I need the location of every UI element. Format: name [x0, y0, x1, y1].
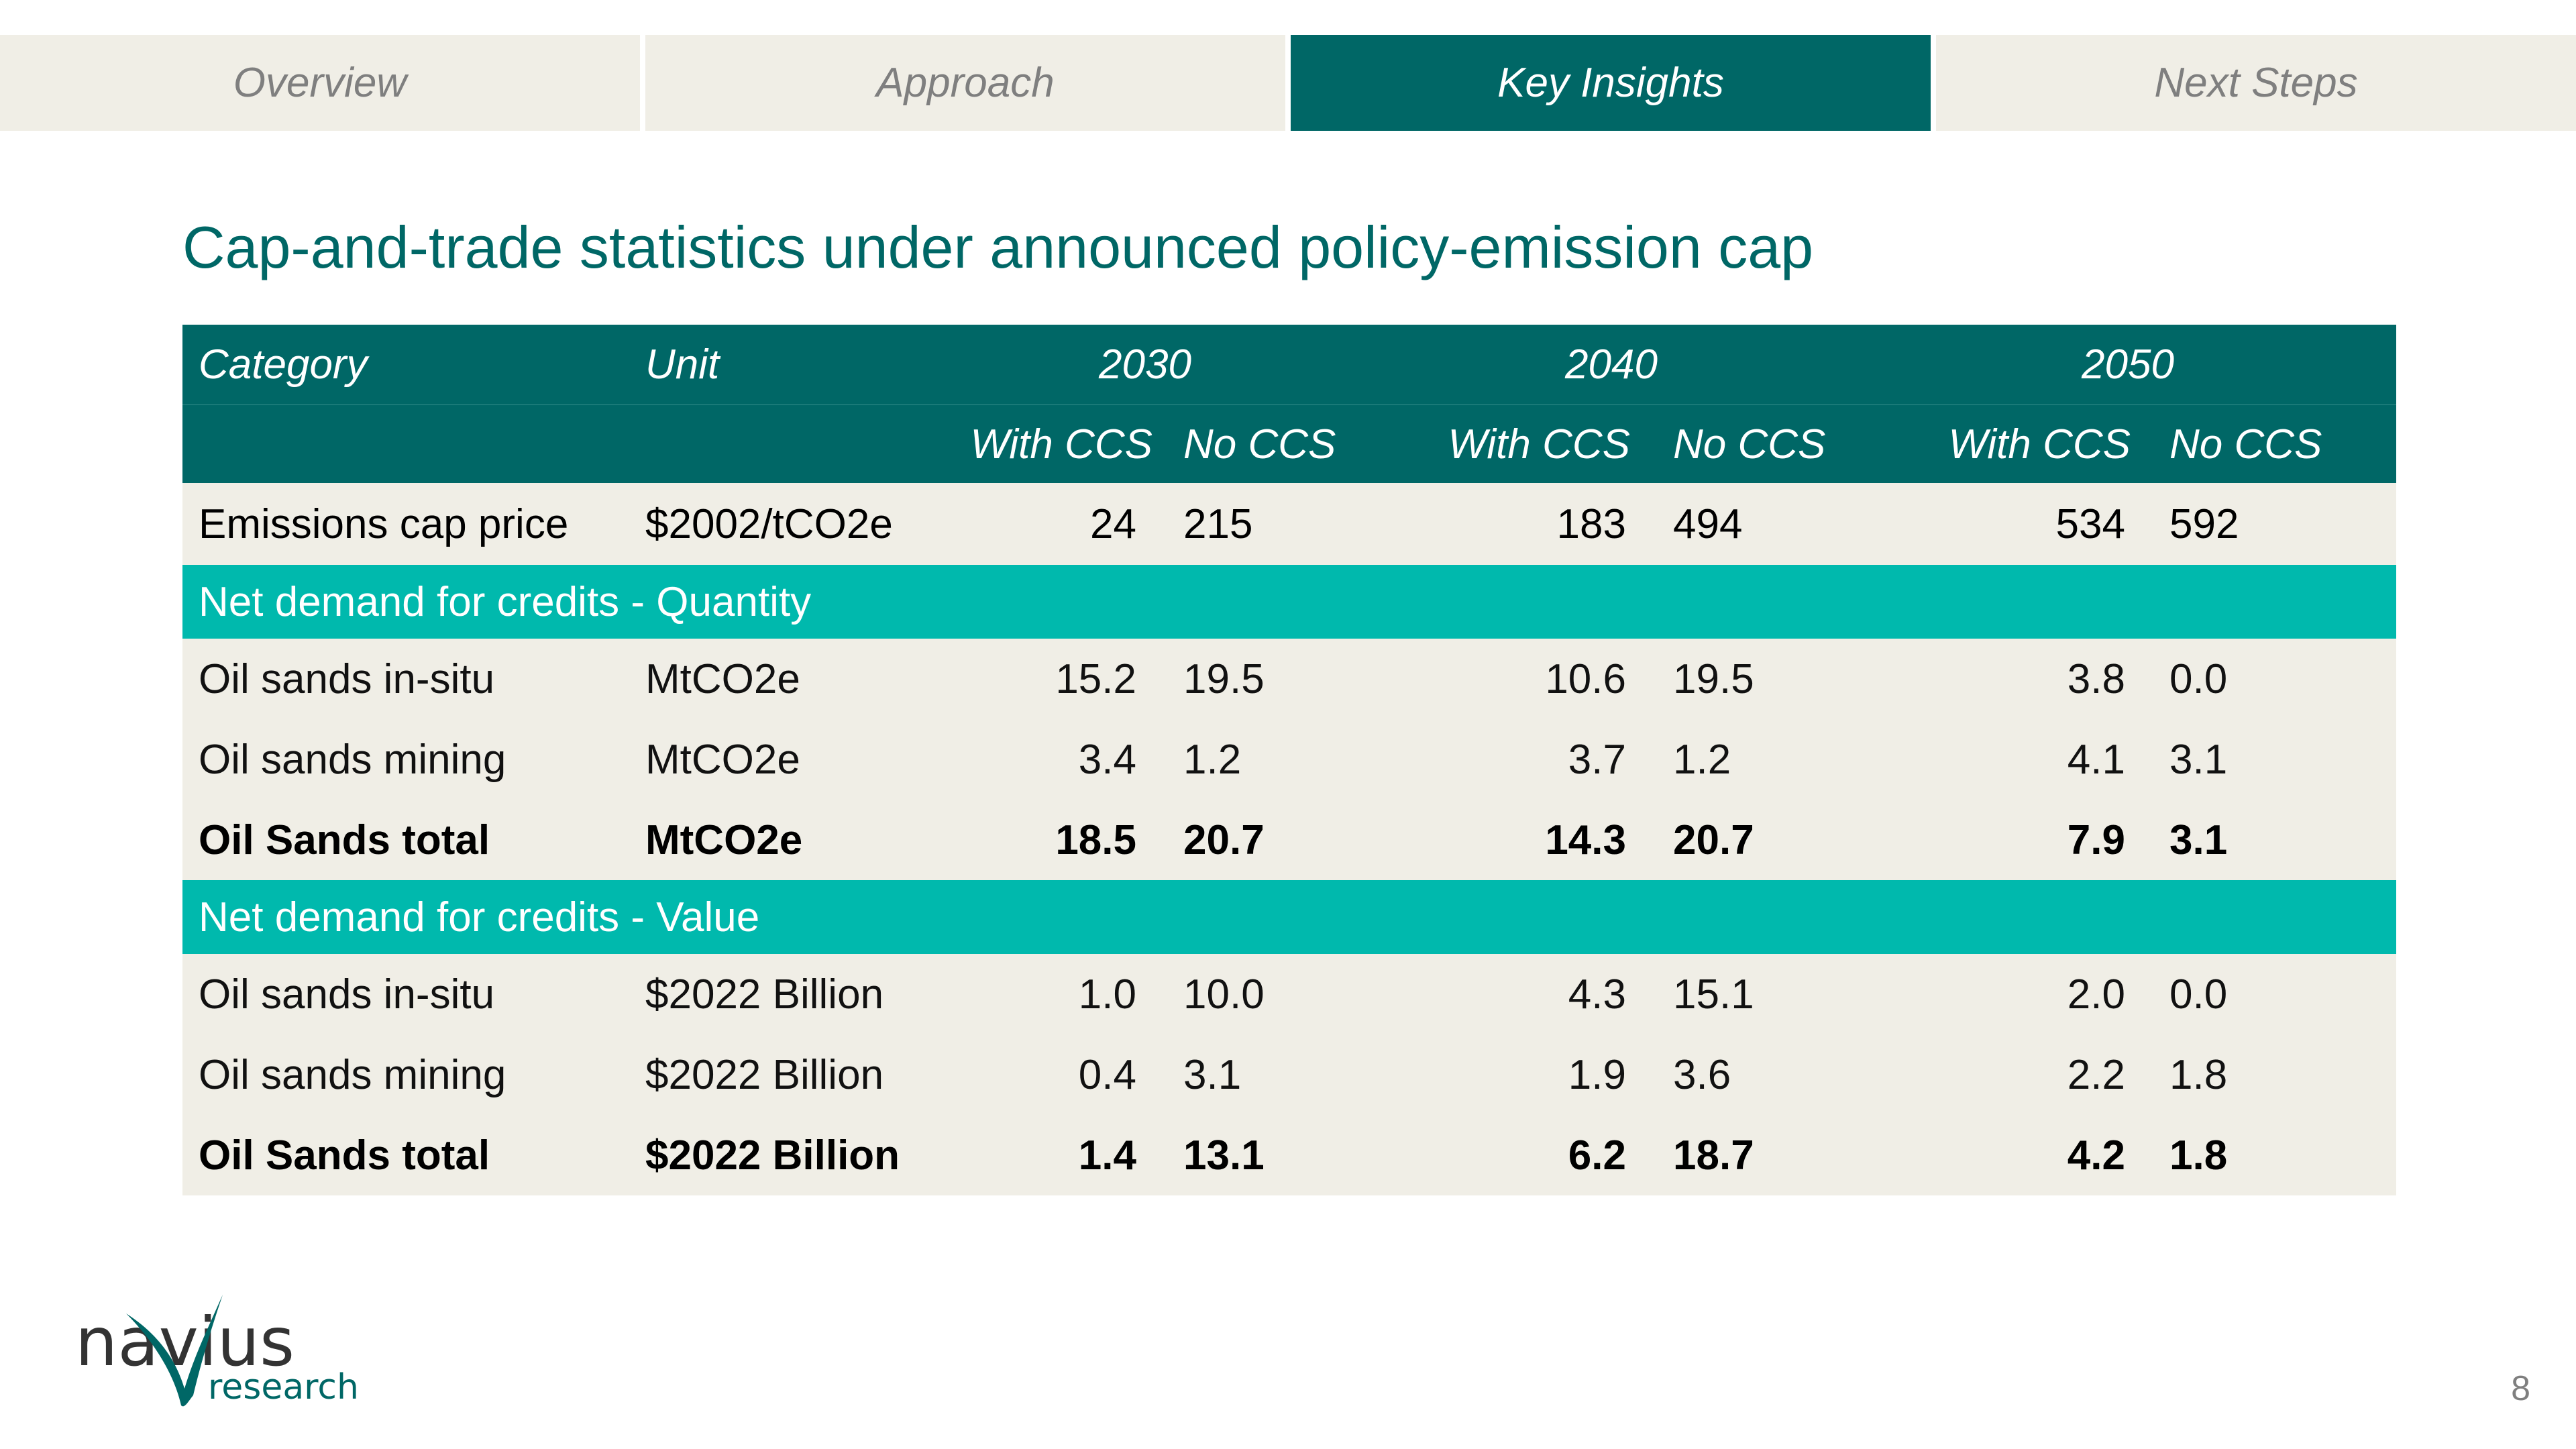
cell-value: 4.2: [1860, 1115, 2168, 1195]
cell-value: 1.2: [1672, 719, 1860, 800]
cell-value: 1.9: [1363, 1034, 1672, 1115]
cell-value: 7.9: [1860, 800, 2168, 880]
cell-value: 20.7: [1672, 800, 1860, 880]
cell-value: 1.2: [1182, 719, 1363, 800]
table-row: Oil sands mining MtCO2e 3.4 1.2 3.7 1.2 4.1 3.1: [182, 719, 2396, 800]
cell-value: 20.7: [1182, 800, 1363, 880]
header-category: Category: [182, 325, 645, 405]
table-row: Oil sands mining $2022 Billion 0.4 3.1 1.9 3.…: [182, 1034, 2396, 1115]
table-row: Oil sands in-situ $2022 Billion 1.0 10.0 4.3…: [182, 954, 2396, 1034]
cell-value: 3.1: [1182, 1034, 1363, 1115]
row-unit: $2002/tCO2e: [645, 483, 927, 565]
row-category: Oil sands mining: [182, 719, 645, 800]
checkmark-bird-icon: [126, 1295, 223, 1407]
stats-table: Category Unit 2030 2040 2050 With CCS No…: [182, 325, 2396, 1195]
row-category: Emissions cap price: [182, 483, 645, 565]
section-tabs: Overview Approach Key Insights Next Step…: [0, 35, 2576, 131]
logo-subtitle: research: [208, 1367, 359, 1407]
page-number: 8: [2511, 1369, 2530, 1408]
cell-value: 18.5: [927, 800, 1182, 880]
page-title: Cap-and-trade statistics under announced…: [182, 214, 1814, 280]
header-unit: Unit: [645, 325, 927, 405]
cell-value: 2.2: [1860, 1034, 2168, 1115]
header-year-2050: 2050: [1860, 325, 2396, 405]
row-unit: MtCO2e: [645, 719, 927, 800]
section-label: Net demand for credits - Quantity: [182, 565, 2396, 639]
cell-value: 15.1: [1672, 954, 1860, 1034]
tab-approach[interactable]: Approach: [645, 35, 1285, 131]
header-with-ccs: With CCS: [1363, 405, 1672, 483]
row-unit: MtCO2e: [645, 639, 927, 719]
cell-value: 0.0: [2168, 639, 2396, 719]
header-no-ccs: No CCS: [1672, 405, 1860, 483]
tab-overview[interactable]: Overview: [0, 35, 640, 131]
cell-value: 4.1: [1860, 719, 2168, 800]
row-category: Oil Sands total: [182, 800, 645, 880]
row-unit: MtCO2e: [645, 800, 927, 880]
cell-value: 1.8: [2168, 1115, 2396, 1195]
cell-value: 24: [927, 483, 1182, 565]
row-category: Oil Sands total: [182, 1115, 645, 1195]
header-with-ccs: With CCS: [1860, 405, 2168, 483]
header-year-2030: 2030: [927, 325, 1363, 405]
header-no-ccs: No CCS: [2168, 405, 2396, 483]
cell-value: 2.0: [1860, 954, 2168, 1034]
cell-value: 18.7: [1672, 1115, 1860, 1195]
cell-value: 13.1: [1182, 1115, 1363, 1195]
cell-value: 1.0: [927, 954, 1182, 1034]
cell-value: 4.3: [1363, 954, 1672, 1034]
cell-value: 3.1: [2168, 800, 2396, 880]
section-label: Net demand for credits - Value: [182, 880, 2396, 954]
table-row: Oil sands in-situ MtCO2e 15.2 19.5 10.6 19.5 3…: [182, 639, 2396, 719]
cell-value: 6.2: [1363, 1115, 1672, 1195]
navius-logo: navius research: [74, 1295, 369, 1409]
cell-value: 3.8: [1860, 639, 2168, 719]
cell-value: 592: [2168, 483, 2396, 565]
cell-value: 534: [1860, 483, 2168, 565]
cell-value: 15.2: [927, 639, 1182, 719]
cell-value: 3.6: [1672, 1034, 1860, 1115]
cell-value: 10.0: [1182, 954, 1363, 1034]
row-category: Oil sands in-situ: [182, 639, 645, 719]
header-year-2040: 2040: [1363, 325, 1860, 405]
table-row-cap-price: Emissions cap price $2002/tCO2e 24 215 1…: [182, 483, 2396, 565]
tab-next-steps[interactable]: Next Steps: [1936, 35, 2576, 131]
cell-value: 0.4: [927, 1034, 1182, 1115]
table-row: Oil Sands total $2022 Billion 1.4 13.1 6.2 18…: [182, 1115, 2396, 1195]
cell-value: 494: [1672, 483, 1860, 565]
header-row-years: Category Unit 2030 2040 2050: [182, 325, 2396, 405]
cell-value: 3.7: [1363, 719, 1672, 800]
section-header-row: Net demand for credits - Value: [182, 880, 2396, 954]
section-header-row: Net demand for credits - Quantity: [182, 565, 2396, 639]
cell-value: 1.4: [927, 1115, 1182, 1195]
cell-value: 1.8: [2168, 1034, 2396, 1115]
header-no-ccs: No CCS: [1182, 405, 1363, 483]
cell-value: 19.5: [1672, 639, 1860, 719]
cell-value: 10.6: [1363, 639, 1672, 719]
row-category: Oil sands in-situ: [182, 954, 645, 1034]
cell-value: 3.4: [927, 719, 1182, 800]
cell-value: 183: [1363, 483, 1672, 565]
header-row-scenarios: With CCS No CCS With CCS No CCS With CCS…: [182, 405, 2396, 483]
row-unit: $2022 Billion: [645, 954, 927, 1034]
header-with-ccs: With CCS: [927, 405, 1182, 483]
row-unit: $2022 Billion: [645, 1115, 927, 1195]
cell-value: 0.0: [2168, 954, 2396, 1034]
row-unit: $2022 Billion: [645, 1034, 927, 1115]
cell-value: 19.5: [1182, 639, 1363, 719]
tab-key-insights[interactable]: Key Insights: [1291, 35, 1931, 131]
cell-value: 215: [1182, 483, 1363, 565]
cell-value: 3.1: [2168, 719, 2396, 800]
logo-wordmark: navius: [75, 1303, 294, 1381]
row-category: Oil sands mining: [182, 1034, 645, 1115]
table-row: Oil Sands total MtCO2e 18.5 20.7 14.3 20.7 7.9…: [182, 800, 2396, 880]
cell-value: 14.3: [1363, 800, 1672, 880]
